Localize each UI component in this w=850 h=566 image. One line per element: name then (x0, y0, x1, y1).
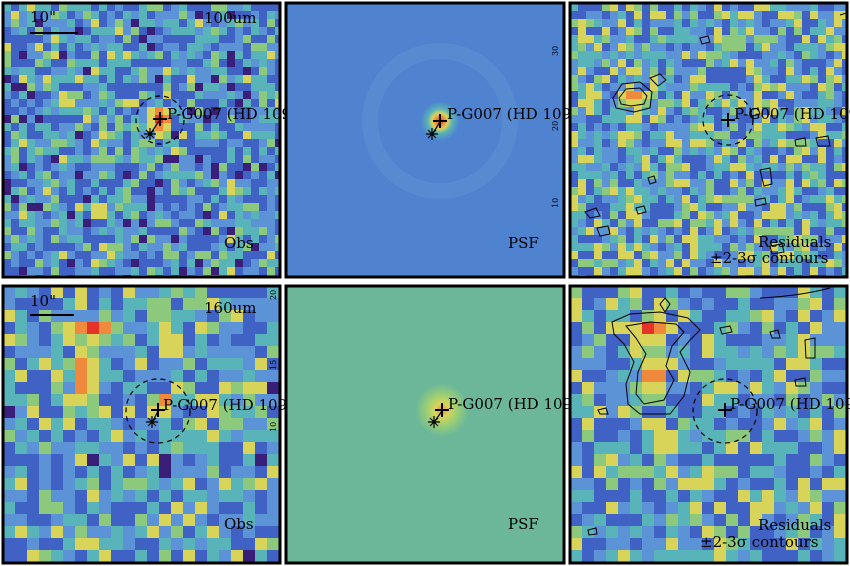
pixel-map (570, 3, 847, 277)
axis-tick-label: 20 (269, 290, 278, 300)
offset-line (434, 410, 443, 422)
corner-label: PSF (508, 515, 539, 533)
corner-label: Obs (224, 234, 254, 252)
corner-label: PSF (508, 234, 539, 252)
panel-psf-160um: P-G007 (HD 109 PSF (284, 284, 572, 565)
aperture-circle (135, 95, 185, 145)
offset-line (150, 120, 160, 134)
corner-label: Residuals (758, 516, 831, 534)
scale-label: 10" (30, 8, 56, 26)
panel-frame (568, 1, 849, 279)
panel-obs-100um: 10" 100um P-G007 (HD 109 Obs (1, 1, 291, 279)
source-label: P-G007 (HD 109 (448, 395, 572, 413)
axis-tick-label: 10 (551, 198, 560, 208)
band-label: 100um (204, 9, 257, 27)
offset-line (152, 410, 159, 422)
panel-obs-160um: 10" 160um P-G007 (HD 109 Obs 20 15 10 (1, 284, 287, 565)
source-label: P-G007 (HD 109 (167, 105, 291, 123)
axis-tick-label: 30 (551, 46, 560, 56)
panel-frame (284, 1, 566, 279)
source-position-cross (718, 403, 732, 417)
aperture-circle (692, 378, 758, 444)
scale-label: 10" (30, 292, 56, 310)
corner-label-contours: ±2-3σ contours (710, 249, 828, 267)
source-label: P-G007 (HD 109 (163, 396, 287, 414)
source-position-cross (721, 113, 735, 127)
panel-residuals-100um: P-G007 (HD 109 Residuals ±2-3σ contours (568, 1, 850, 279)
axis-tick-label: 20 (551, 121, 560, 131)
corner-label: Residuals (758, 233, 831, 251)
axis-tick-label: 10 (269, 422, 278, 432)
offset-line (432, 121, 441, 134)
asterisk-marker (146, 416, 158, 428)
contours (584, 12, 847, 255)
asterisk-marker (144, 128, 156, 140)
source-position-cross (153, 112, 167, 126)
panel-frame (1, 284, 282, 565)
pixel-map (570, 286, 847, 563)
panel-residuals-160um: P-G007 (HD 109 Residuals ±2-3σ contours (568, 284, 850, 565)
source-position-cross (433, 114, 447, 128)
source-position-cross (435, 403, 449, 417)
pixel-map (3, 3, 280, 277)
aperture-circle (702, 94, 754, 146)
contours (587, 287, 831, 536)
panel-frame (284, 284, 566, 565)
axis-tick-label: 15 (269, 360, 278, 370)
source-label: P-G007 (HD 109 (734, 105, 850, 123)
asterisk-marker (426, 128, 438, 140)
panel-frame (568, 284, 849, 565)
corner-label-contours: ±2-3σ contours (700, 533, 818, 551)
source-position-cross (151, 403, 165, 417)
corner-label: Obs (224, 515, 254, 533)
asterisk-marker (428, 416, 440, 428)
panel-psf-100um: P-G007 (HD 109 PSF 30 20 10 (284, 1, 571, 279)
band-label: 160um (204, 299, 257, 317)
panel-frame (1, 1, 282, 279)
source-label: P-G007 (HD 109 (730, 395, 850, 413)
aperture-circle (125, 378, 191, 444)
source-label: P-G007 (HD 109 (447, 105, 571, 123)
